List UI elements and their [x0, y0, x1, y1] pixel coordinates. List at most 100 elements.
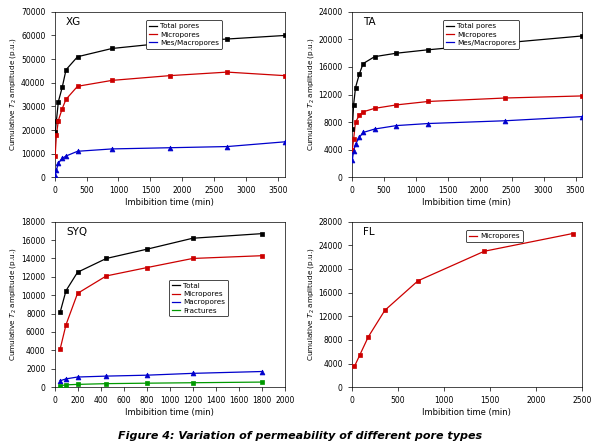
Line: Total pores: Total pores: [352, 36, 582, 129]
Text: XG: XG: [66, 17, 81, 27]
Micropores: [258, 253, 265, 258]
Fractures: [103, 381, 110, 386]
Micropores: [52, 153, 59, 159]
Total pores: [349, 126, 356, 132]
Micropores: [481, 249, 488, 254]
Macropores: [189, 371, 196, 376]
Text: SYQ: SYQ: [66, 227, 87, 237]
Legend: Total, Micropores, Macropores, Fractures: Total, Micropores, Macropores, Fractures: [169, 280, 228, 316]
Micropores: [359, 109, 367, 114]
Total pores: [502, 40, 509, 46]
Micropores: [350, 137, 357, 142]
Total pores: [371, 54, 379, 59]
Line: Mes/Macropores: Mes/Macropores: [55, 142, 285, 175]
Line: Mes/Macropores: Mes/Macropores: [352, 117, 582, 160]
Total pores: [62, 67, 70, 72]
Line: Total pores: Total pores: [55, 35, 285, 132]
Total pores: [166, 40, 173, 45]
Total: [103, 256, 110, 261]
Total pores: [578, 33, 586, 39]
Total: [258, 231, 265, 236]
Line: Macropores: Macropores: [60, 372, 262, 381]
Micropores: [578, 93, 586, 99]
Mes/Macropores: [224, 144, 231, 149]
Mes/Macropores: [62, 153, 70, 159]
Micropores: [189, 256, 196, 261]
Micropores: [502, 95, 509, 101]
Micropores: [74, 291, 81, 296]
Total pores: [55, 99, 62, 104]
Total pores: [425, 47, 432, 52]
Total pores: [359, 61, 367, 66]
Total: [62, 288, 70, 293]
Total: [189, 236, 196, 241]
Mes/Macropores: [349, 157, 356, 163]
Macropores: [56, 378, 64, 383]
Total pores: [52, 130, 59, 135]
Mes/Macropores: [59, 155, 66, 161]
Line: Micropores: Micropores: [60, 256, 262, 349]
Micropores: [349, 147, 356, 152]
X-axis label: Imbibition time (min): Imbibition time (min): [422, 198, 511, 207]
Micropores: [103, 273, 110, 279]
X-axis label: Imbibition time (min): Imbibition time (min): [125, 198, 214, 207]
Fractures: [62, 382, 70, 388]
Micropores: [224, 70, 231, 75]
Mes/Macropores: [166, 145, 173, 150]
Total pores: [224, 36, 231, 42]
Mes/Macropores: [425, 121, 432, 126]
Mes/Macropores: [74, 148, 81, 154]
Fractures: [258, 379, 265, 385]
Total pores: [109, 46, 116, 51]
Total pores: [53, 118, 60, 123]
Micropores: [381, 308, 388, 313]
Fractures: [143, 381, 150, 386]
Total pores: [350, 102, 357, 108]
Micropores: [55, 118, 62, 123]
X-axis label: Imbibition time (min): Imbibition time (min): [125, 408, 214, 417]
Micropores: [62, 97, 70, 102]
Y-axis label: Cumulative $T_2$ amplitude (p.u.): Cumulative $T_2$ amplitude (p.u.): [8, 38, 19, 152]
Line: Micropores: Micropores: [355, 233, 573, 366]
Mes/Macropores: [356, 135, 363, 140]
Mes/Macropores: [371, 126, 379, 132]
Micropores: [166, 73, 173, 78]
Macropores: [62, 376, 70, 381]
Total pores: [393, 51, 400, 56]
Macropores: [143, 373, 150, 378]
Micropores: [393, 102, 400, 108]
Line: Fractures: Fractures: [60, 382, 262, 386]
Mes/Macropores: [281, 139, 289, 144]
Text: TA: TA: [363, 17, 376, 27]
Micropores: [352, 120, 359, 125]
Mes/Macropores: [109, 146, 116, 152]
Micropores: [415, 278, 422, 284]
Micropores: [74, 84, 81, 89]
Macropores: [103, 373, 110, 379]
Legend: Total pores, Micropores, Mes/Macropores: Total pores, Micropores, Mes/Macropores: [146, 20, 222, 49]
Y-axis label: Cumulative $T_2$ amplitude (p.u.): Cumulative $T_2$ amplitude (p.u.): [8, 248, 19, 361]
Micropores: [356, 352, 364, 358]
Total: [74, 270, 81, 275]
Mes/Macropores: [578, 114, 586, 119]
Mes/Macropores: [55, 160, 62, 166]
Macropores: [74, 374, 81, 380]
Mes/Macropores: [352, 141, 359, 147]
Mes/Macropores: [53, 167, 60, 173]
Total: [143, 247, 150, 252]
Y-axis label: Cumulative $T_2$ amplitude (p.u.): Cumulative $T_2$ amplitude (p.u.): [305, 38, 316, 152]
Total pores: [352, 85, 359, 90]
Total pores: [356, 71, 363, 77]
Line: Micropores: Micropores: [55, 72, 285, 156]
Text: FL: FL: [363, 227, 375, 237]
Mes/Macropores: [359, 130, 367, 135]
Legend: Micropores: Micropores: [466, 230, 523, 242]
X-axis label: Imbibition time (min): Imbibition time (min): [422, 408, 511, 417]
Micropores: [351, 364, 358, 369]
Total pores: [59, 85, 66, 90]
Text: Figure 4: Variation of permeability of different pore types: Figure 4: Variation of permeability of d…: [118, 431, 482, 441]
Y-axis label: Cumulative $T_2$ amplitude (p.u.): Cumulative $T_2$ amplitude (p.u.): [305, 248, 316, 361]
Fractures: [74, 382, 81, 387]
Micropores: [53, 132, 60, 137]
Mes/Macropores: [502, 118, 509, 124]
